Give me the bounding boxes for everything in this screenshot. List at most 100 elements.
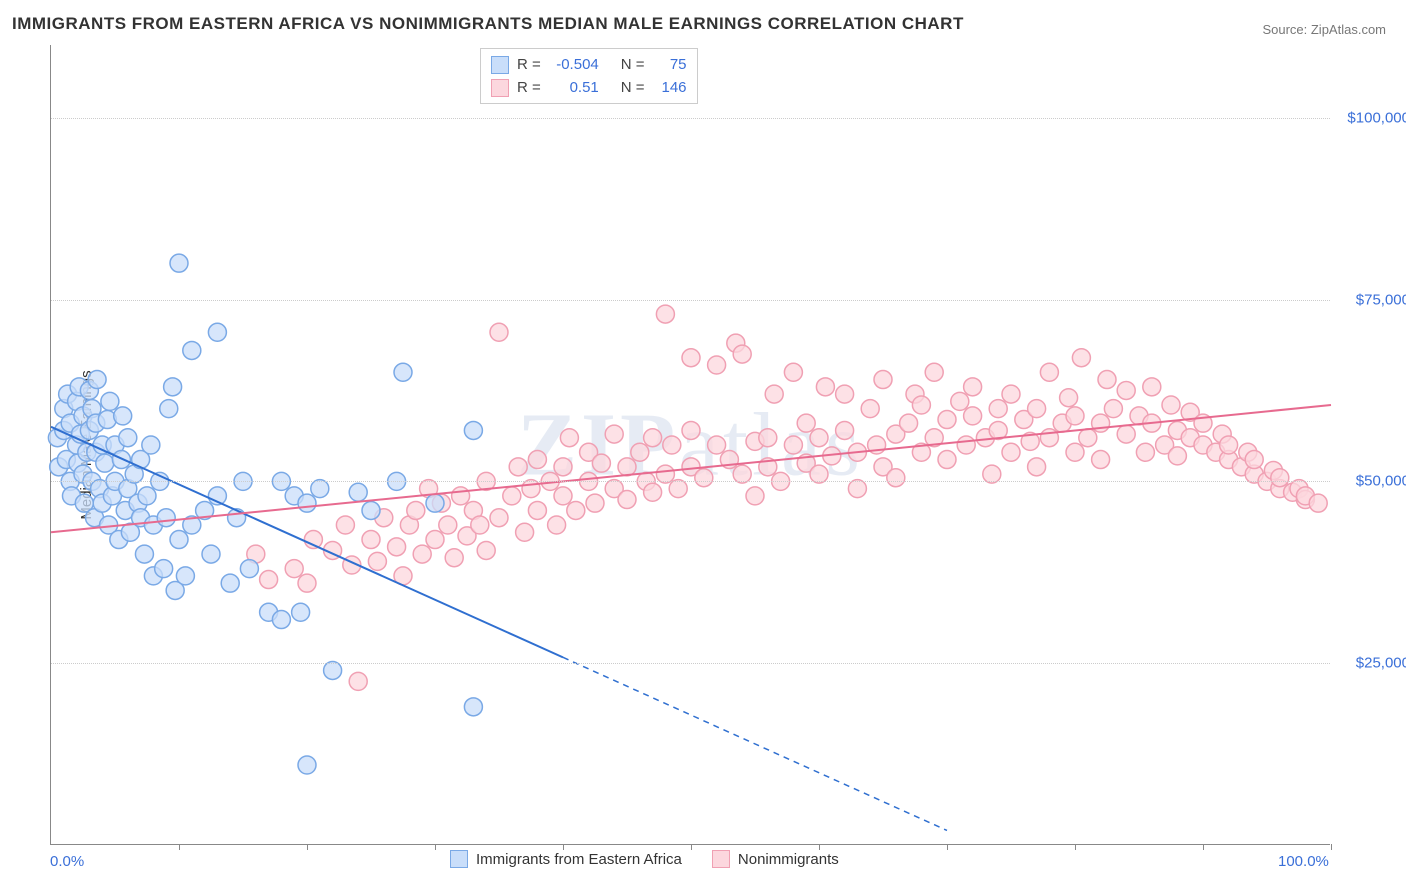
data-point	[142, 436, 160, 454]
data-point	[1104, 400, 1122, 418]
data-point	[548, 516, 566, 534]
data-point	[605, 425, 623, 443]
data-point	[861, 400, 879, 418]
data-point	[708, 356, 726, 374]
data-point	[1098, 371, 1116, 389]
data-point	[503, 487, 521, 505]
data-point	[1072, 349, 1090, 367]
stat-n-label: N =	[621, 76, 645, 99]
data-point	[631, 443, 649, 461]
data-point	[1079, 429, 1097, 447]
x-axis-max-label: 100.0%	[1278, 853, 1329, 870]
stat-n-value-2: 146	[653, 76, 687, 99]
chart-svg	[51, 45, 1330, 844]
data-point	[1136, 443, 1154, 461]
data-point	[554, 487, 572, 505]
data-point	[1028, 400, 1046, 418]
data-point	[362, 501, 380, 519]
x-tick	[1075, 844, 1076, 850]
data-point	[1066, 443, 1084, 461]
data-point	[464, 698, 482, 716]
data-point	[836, 421, 854, 439]
stats-row-1: R = -0.504 N = 75	[491, 53, 687, 76]
data-point	[439, 516, 457, 534]
data-point	[413, 545, 431, 563]
data-point	[170, 254, 188, 272]
data-point	[208, 323, 226, 341]
data-point	[938, 451, 956, 469]
data-point	[644, 483, 662, 501]
data-point	[900, 414, 918, 432]
data-point	[88, 371, 106, 389]
data-point	[96, 454, 114, 472]
data-point	[964, 378, 982, 396]
data-point	[490, 323, 508, 341]
y-tick-label: $25,000	[1330, 655, 1406, 672]
stats-row-2: R = 0.51 N = 146	[491, 76, 687, 99]
data-point	[682, 421, 700, 439]
legend-swatch-1	[450, 850, 468, 868]
x-axis-min-label: 0.0%	[50, 853, 84, 870]
data-point	[733, 345, 751, 363]
data-point	[202, 545, 220, 563]
data-point	[560, 429, 578, 447]
data-point	[155, 560, 173, 578]
stat-n-value-1: 75	[653, 53, 687, 76]
data-point	[368, 552, 386, 570]
data-point	[586, 494, 604, 512]
bottom-legend: Immigrants from Eastern Africa Nonimmigr…	[450, 850, 839, 868]
data-point	[618, 491, 636, 509]
data-point	[528, 451, 546, 469]
data-point	[887, 469, 905, 487]
trend-line-extrapolated	[563, 657, 947, 830]
data-point	[336, 516, 354, 534]
data-point	[816, 378, 834, 396]
data-point	[797, 414, 815, 432]
swatch-series-2	[491, 79, 509, 97]
data-point	[426, 494, 444, 512]
data-point	[285, 560, 303, 578]
data-point	[1117, 425, 1135, 443]
data-point	[989, 400, 1007, 418]
data-point	[362, 531, 380, 549]
stat-r-label: R =	[517, 53, 541, 76]
data-point	[554, 458, 572, 476]
data-point	[1002, 385, 1020, 403]
data-point	[528, 501, 546, 519]
legend-swatch-2	[712, 850, 730, 868]
data-point	[759, 429, 777, 447]
data-point	[509, 458, 527, 476]
data-point	[452, 487, 470, 505]
legend-item-2: Nonimmigrants	[712, 850, 839, 868]
data-point	[1028, 458, 1046, 476]
data-point	[1220, 436, 1238, 454]
data-point	[1066, 407, 1084, 425]
data-point	[298, 756, 316, 774]
data-point	[810, 429, 828, 447]
legend-label-2: Nonimmigrants	[738, 851, 839, 868]
data-point	[592, 454, 610, 472]
data-point	[135, 545, 153, 563]
data-point	[471, 516, 489, 534]
data-point	[708, 436, 726, 454]
data-point	[349, 672, 367, 690]
source-label: Source: ZipAtlas.com	[1262, 22, 1386, 37]
x-tick	[947, 844, 948, 850]
data-point	[114, 407, 132, 425]
swatch-series-1	[491, 56, 509, 74]
plot-area: ZIPatlas $25,000$50,000$75,000$100,000	[50, 45, 1330, 845]
gridline	[51, 118, 1330, 119]
data-point	[644, 429, 662, 447]
data-point	[292, 603, 310, 621]
data-point	[388, 538, 406, 556]
stat-n-label: N =	[621, 53, 645, 76]
chart-title: IMMIGRANTS FROM EASTERN AFRICA VS NONIMM…	[12, 14, 964, 34]
data-point	[464, 421, 482, 439]
data-point	[964, 407, 982, 425]
x-tick	[307, 844, 308, 850]
stats-legend: R = -0.504 N = 75 R = 0.51 N = 146	[480, 48, 698, 104]
data-point	[176, 567, 194, 585]
y-tick-label: $100,000	[1330, 109, 1406, 126]
data-point	[1060, 389, 1078, 407]
data-point	[682, 349, 700, 367]
